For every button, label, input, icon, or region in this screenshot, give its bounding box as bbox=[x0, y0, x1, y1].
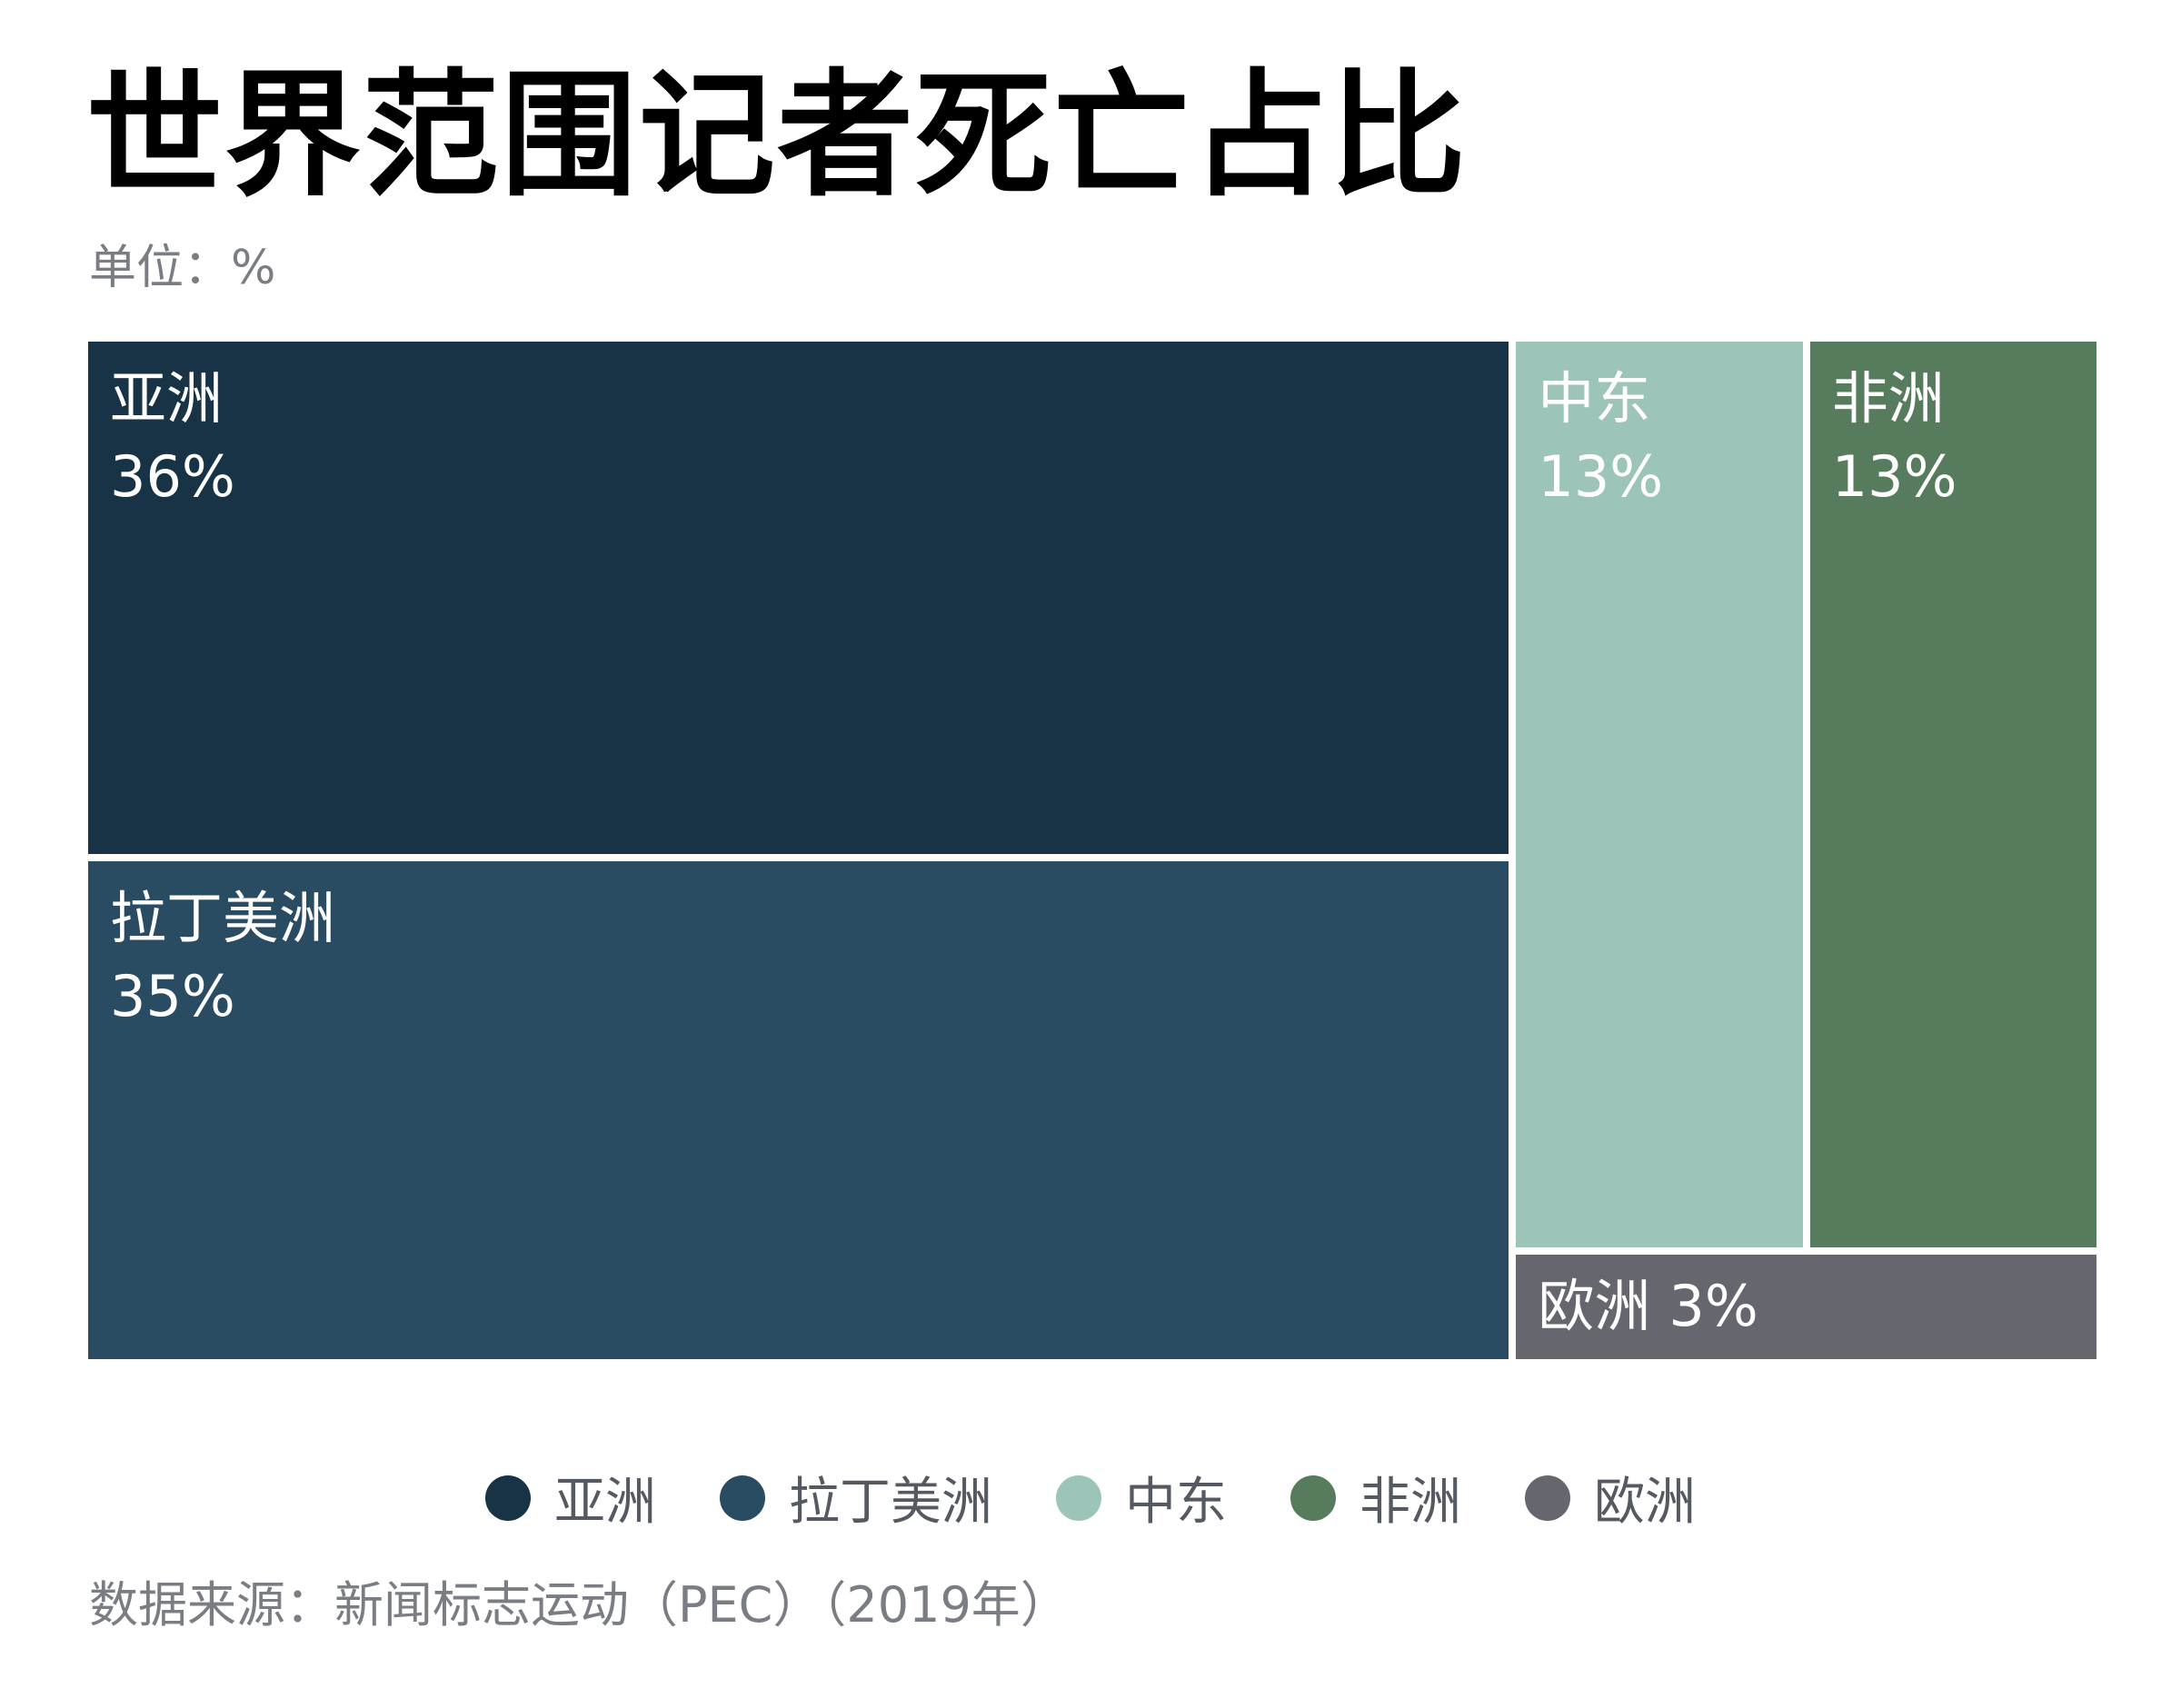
legend-item-europe: 欧洲 bbox=[1525, 1461, 1696, 1534]
tile-latin-america: 拉丁美洲 35% bbox=[88, 860, 1509, 1359]
legend: 亚洲 拉丁美洲 中东 非洲 欧洲 bbox=[0, 1461, 2181, 1534]
legend-swatch bbox=[485, 1475, 531, 1521]
legend-item-latin-america: 拉丁美洲 bbox=[720, 1461, 992, 1534]
tile-value-label: 36% bbox=[110, 443, 235, 510]
tile-middle-east: 中东 13% bbox=[1516, 342, 1803, 1247]
tile-label: 非洲 13% bbox=[1832, 360, 1957, 516]
tile-label: 拉丁美洲 35% bbox=[110, 879, 335, 1036]
tile-value-label: 13% bbox=[1831, 443, 1957, 510]
tile-value-label: 3% bbox=[1668, 1273, 1758, 1340]
tile-category-label: 拉丁美洲 bbox=[110, 884, 336, 951]
legend-item-middle-east: 中东 bbox=[1056, 1461, 1227, 1534]
treemap-chart: 亚洲 36% 拉丁美洲 35% 中东 13% 非洲 13% 欧洲 3% bbox=[88, 342, 2096, 1359]
unit-label: 单位：% bbox=[89, 241, 276, 295]
tile-asia: 亚洲 36% bbox=[88, 342, 1509, 854]
tile-label: 欧洲 3% bbox=[1538, 1267, 1758, 1346]
legend-swatch bbox=[1525, 1475, 1570, 1521]
legend-swatch bbox=[720, 1475, 765, 1521]
data-source: 数据来源：新闻标志运动（PEC）（2019年） bbox=[89, 1576, 1070, 1634]
tile-category-label: 欧洲 bbox=[1538, 1273, 1651, 1340]
legend-label: 拉丁美洲 bbox=[789, 1473, 992, 1532]
tile-label: 亚洲 36% bbox=[110, 360, 235, 516]
tile-label: 中东 13% bbox=[1538, 360, 1663, 516]
tile-category-label: 亚洲 bbox=[110, 365, 224, 432]
chart-title: 世界范围记者死亡占比 bbox=[86, 57, 1469, 215]
legend-label: 中东 bbox=[1125, 1473, 1227, 1532]
tile-africa: 非洲 13% bbox=[1809, 342, 2096, 1247]
legend-swatch bbox=[1290, 1475, 1336, 1521]
tile-europe: 欧洲 3% bbox=[1516, 1254, 2096, 1359]
legend-label: 欧洲 bbox=[1594, 1473, 1696, 1532]
tile-value-label: 13% bbox=[1538, 443, 1664, 510]
legend-swatch bbox=[1056, 1475, 1101, 1521]
tile-category-label: 中东 bbox=[1538, 365, 1651, 432]
tile-value-label: 35% bbox=[110, 962, 235, 1029]
legend-item-asia: 亚洲 bbox=[485, 1461, 656, 1534]
legend-label: 非洲 bbox=[1359, 1473, 1461, 1532]
tile-category-label: 非洲 bbox=[1831, 365, 1945, 432]
legend-label: 亚洲 bbox=[554, 1473, 656, 1532]
legend-item-africa: 非洲 bbox=[1290, 1461, 1461, 1534]
